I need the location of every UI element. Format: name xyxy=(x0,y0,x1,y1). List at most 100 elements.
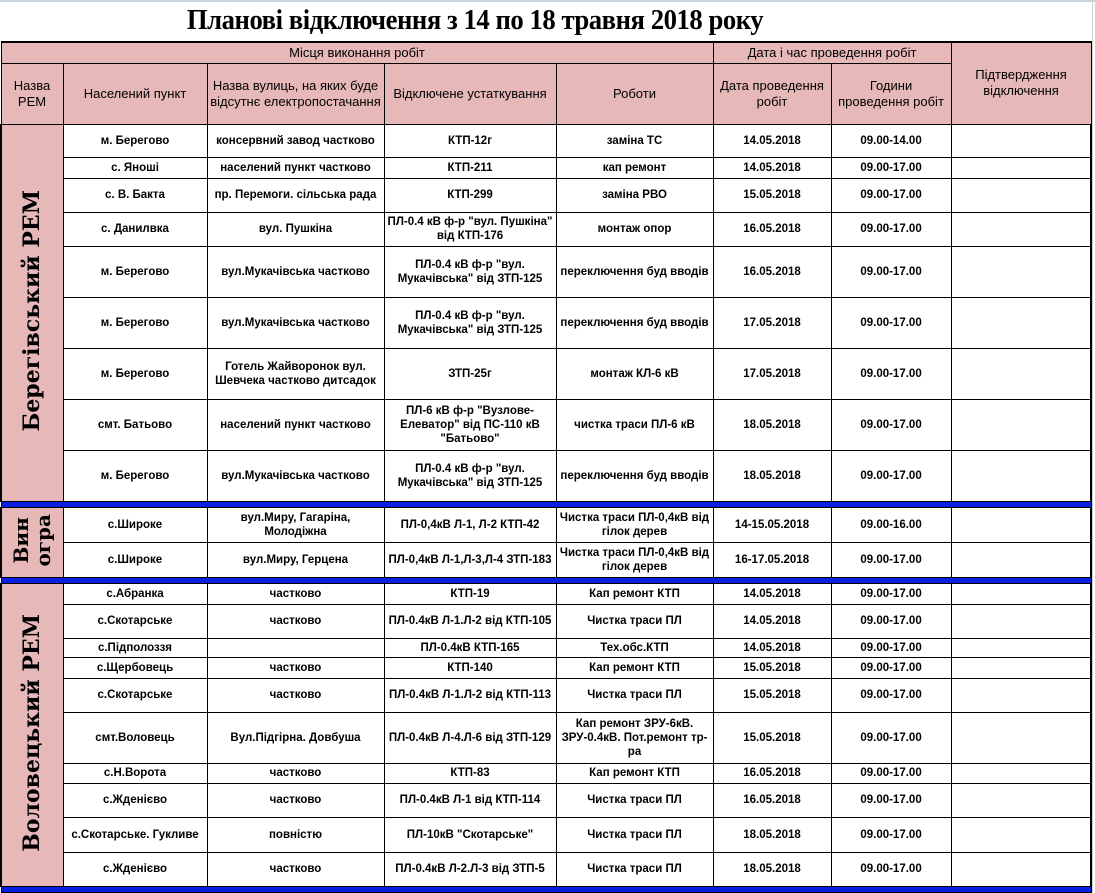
confirmation-cell[interactable] xyxy=(950,506,1093,543)
hours-cell: 09.00-17.00 xyxy=(830,782,952,818)
confirmation-cell[interactable] xyxy=(950,711,1093,764)
page-title: Планові відключення з 14 по 18 травня 20… xyxy=(186,4,764,36)
table-row: Вин огра с.Широке вул.Миру, Гагаріна, Моло… xyxy=(0,506,1093,578)
settlement-cell: с. Яноші xyxy=(62,156,208,179)
header-equipment: Відключене устаткування xyxy=(383,62,557,125)
table-row: с.Н.Ворота частково КТП-83 Кап ремонт КТП 16… xyxy=(1,762,1093,784)
header-settlement: Населений пункт xyxy=(62,62,208,125)
date-cell: 18.05.2018 xyxy=(712,816,832,853)
streets-cell: Вул.Підгірна. Довбуша xyxy=(206,711,385,764)
confirmation-cell[interactable] xyxy=(950,541,1093,578)
equipment-cell: КТП-299 xyxy=(383,177,557,213)
confirmation-cell[interactable] xyxy=(950,449,1093,502)
confirmation-cell[interactable] xyxy=(950,398,1093,451)
page-right-border xyxy=(1092,0,1093,892)
confirmation-cell[interactable] xyxy=(950,211,1093,247)
works-cell: Кап ремонт КТП xyxy=(555,762,714,784)
settlement-cell: смт.Воловець xyxy=(62,711,208,764)
table-row: с.Жденієво частково ПЛ-0.4кВ Л-1 від КТП-1… xyxy=(1,782,1093,818)
equipment-cell: ПЛ-0.4кВ КТП-165 xyxy=(383,637,557,658)
date-cell: 14.05.2018 xyxy=(712,637,832,658)
settlement-cell: с.Скотарське xyxy=(62,677,208,713)
date-cell: 18.05.2018 xyxy=(712,449,832,502)
equipment-cell: ПЛ-0.4 кВ ф-р "вул. Мукачівська" від ЗТП… xyxy=(383,245,557,298)
date-cell: 14.05.2018 xyxy=(712,123,832,158)
table-row: м. Берегово Готель Жайворонок вул. Шевчек… xyxy=(1,347,1093,400)
works-cell: Чистка траси ПЛ xyxy=(555,816,714,853)
confirmation-cell[interactable] xyxy=(950,782,1093,818)
date-cell: 17.05.2018 xyxy=(712,296,832,349)
streets-cell: пр. Перемоги. сільська рада xyxy=(206,177,385,213)
header-rem: Назва РЕМ xyxy=(0,62,64,125)
equipment-cell: ПЛ-0.4 кВ ф-р "вул. Мукачівська" від ЗТП… xyxy=(383,449,557,502)
confirmation-cell[interactable] xyxy=(950,637,1093,658)
confirmation-cell[interactable] xyxy=(950,123,1093,158)
table-row: смт. Батьово населений пункт частково ПЛ-6… xyxy=(1,398,1093,451)
confirmation-cell[interactable] xyxy=(950,762,1093,784)
streets-cell: консервний завод частково xyxy=(206,123,385,158)
works-cell: Чистка траси ПЛ xyxy=(555,782,714,818)
date-cell: 18.05.2018 xyxy=(712,851,832,887)
date-cell: 14.05.2018 xyxy=(712,582,832,605)
settlement-cell: с.Н.Ворота xyxy=(62,762,208,784)
table-row: с.Скотарське частково ПЛ-0.4кВ Л-1.Л-2 від… xyxy=(1,603,1093,639)
streets-cell: населений пункт частково xyxy=(206,398,385,451)
works-cell: Тех.обс.КТП xyxy=(555,637,714,658)
table-row: с. Данилвка вул. Пушкіна ПЛ-0.4 кВ ф-р "ву… xyxy=(1,211,1093,247)
streets-cell: населений пункт частково xyxy=(206,156,385,179)
works-cell: заміна ТС xyxy=(555,123,714,158)
table-row: м. Берегово вул.Мукачівська частково ПЛ-0.… xyxy=(1,296,1093,349)
confirmation-cell[interactable] xyxy=(950,582,1093,605)
table-row: Берегівський РЕМ м. Берегово консервний за… xyxy=(0,123,1093,502)
settlement-cell: м. Берегово xyxy=(62,347,208,400)
confirmation-cell[interactable] xyxy=(950,156,1093,179)
date-cell: 15.05.2018 xyxy=(712,656,832,679)
confirmation-cell[interactable] xyxy=(950,177,1093,213)
streets-cell: вул.Миру, Гагаріна, Молодіжна xyxy=(206,506,385,543)
hours-cell: 09.00-17.00 xyxy=(830,156,952,179)
settlement-cell: м. Берегово xyxy=(62,296,208,349)
confirmation-cell[interactable] xyxy=(950,656,1093,679)
rem-name-cell: Воловецький РЕМ xyxy=(0,582,64,887)
window-top-border xyxy=(0,0,1095,2)
streets-cell xyxy=(206,637,385,658)
confirmation-cell[interactable] xyxy=(950,245,1093,298)
confirmation-cell[interactable] xyxy=(950,347,1093,400)
hours-cell: 09.00-17.00 xyxy=(830,177,952,213)
equipment-cell: ПЛ-6 кВ ф-р "Вузлове-Елеватор" від ПС-11… xyxy=(383,398,557,451)
header-group-datetime: Дата і час проведення робіт xyxy=(712,41,952,64)
hours-cell: 09.00-14.00 xyxy=(830,123,952,158)
table-row: смт.Воловець Вул.Підгірна. Довбуша ПЛ-0.4к… xyxy=(1,711,1093,764)
header-works: Роботи xyxy=(555,62,714,125)
streets-cell: вул.Мукачівська частково xyxy=(206,245,385,298)
equipment-cell: ПЛ-0.4кВ Л-4.Л-6 від ЗТП-129 xyxy=(383,711,557,764)
equipment-cell: ПЛ-0.4 кВ ф-р "вул. Мукачівська" від ЗТП… xyxy=(383,296,557,349)
equipment-cell: ПЛ-0,4кВ Л-1, Л-2 КТП-42 xyxy=(383,506,557,543)
confirmation-cell[interactable] xyxy=(950,677,1093,713)
rem-name-cell: Вин огра xyxy=(0,506,64,578)
date-cell: 14.05.2018 xyxy=(712,603,832,639)
confirmation-cell[interactable] xyxy=(950,603,1093,639)
equipment-cell: КТП-19 xyxy=(383,582,557,605)
table-row: с.Скотарське. Гукливе повністю ПЛ-10кВ "Ск… xyxy=(1,816,1093,853)
confirmation-cell[interactable] xyxy=(950,816,1093,853)
equipment-cell: ЗТП-25г xyxy=(383,347,557,400)
settlement-cell: м. Берегово xyxy=(62,123,208,158)
streets-cell: вул. Пушкіна xyxy=(206,211,385,247)
hours-cell: 09.00-17.00 xyxy=(830,637,952,658)
streets-cell: вул.Мукачівська частково xyxy=(206,449,385,502)
settlement-cell: с.Підполоззя xyxy=(62,637,208,658)
settlement-cell: с.Жденієво xyxy=(62,851,208,887)
date-cell: 15.05.2018 xyxy=(712,711,832,764)
hours-cell: 09.00-17.00 xyxy=(830,711,952,764)
rem-name: Берегівський РЕМ xyxy=(19,189,46,432)
confirmation-cell[interactable] xyxy=(950,851,1093,887)
date-cell: 17.05.2018 xyxy=(712,347,832,400)
equipment-cell: КТП-83 xyxy=(383,762,557,784)
header-streets: Назва вулиць, на яких буде відсутнє елек… xyxy=(206,62,385,125)
date-cell: 16-17.05.2018 xyxy=(712,541,832,578)
confirmation-cell[interactable] xyxy=(950,296,1093,349)
settlement-cell: с.Абранка xyxy=(62,582,208,605)
works-cell: Чистка траси ПЛ xyxy=(555,603,714,639)
works-cell: кап ремонт xyxy=(555,156,714,179)
